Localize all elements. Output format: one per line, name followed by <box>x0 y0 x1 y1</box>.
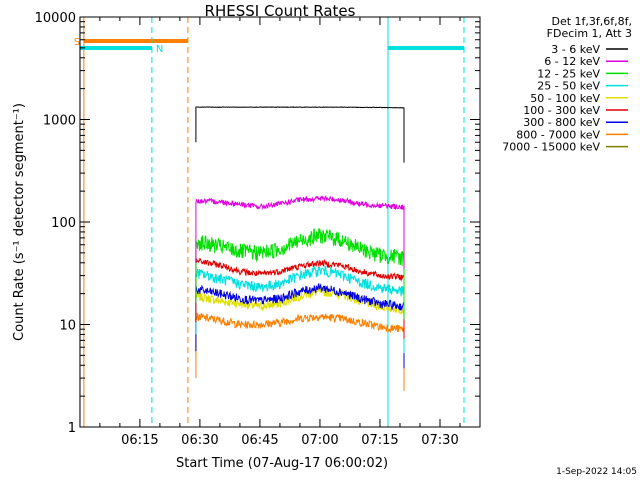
marker-night-label: N <box>156 44 163 55</box>
y-tick-label: 1 <box>68 421 76 436</box>
y-tick-label: 100 <box>51 216 76 231</box>
legend: Det 1f,3f,6f,8f,FDecim 1, Att 3 3 - 6 keV… <box>502 15 632 154</box>
footer-date: 1-Sep-2022 14:05 <box>556 467 637 477</box>
legend-label: 6 - 12 keV <box>544 55 600 68</box>
x-tick-label: 07:00 <box>301 433 338 448</box>
x-axis-label: Start Time (07-Aug-17 06:00:02) <box>176 456 388 471</box>
plot-frame <box>79 16 481 428</box>
series-line-25-50-kev <box>195 265 405 354</box>
legend-label: 300 - 800 keV <box>523 116 600 129</box>
x-tick-label: 06:30 <box>181 433 218 448</box>
y-tick-label: 10 <box>59 319 76 334</box>
legend-label: 3 - 6 keV <box>551 43 600 56</box>
legend-label: 50 - 100 keV <box>530 92 600 105</box>
series-line-300-800-kev <box>195 283 405 369</box>
y-tick-label: 1000 <box>43 114 76 129</box>
series-line-800-7000-kev <box>195 312 405 391</box>
axis-layer: 06:15 06:30 06:45 07:00 07:15 07:30 1 10 100 1000… <box>35 11 481 448</box>
legend-label: 25 - 50 keV <box>537 80 600 93</box>
series-line-3-6-kev <box>195 106 405 163</box>
legend-header-line: FDecim 1, Att 3 <box>547 27 632 40</box>
y-axis-label: Count Rate (s⁻¹ detector segment⁻¹) <box>12 103 27 341</box>
series-line-6-12-kev <box>195 195 405 269</box>
legend-header-line: Det 1f,3f,6f,8f, <box>551 15 632 28</box>
x-tick-label: 06:45 <box>241 433 278 448</box>
legend-label: 800 - 7000 keV <box>516 128 600 141</box>
y-tick-label: 10000 <box>35 11 76 26</box>
series-layer <box>195 106 405 391</box>
x-tick-label: 07:30 <box>421 433 458 448</box>
series-line-12-25-kev <box>195 228 405 320</box>
legend-label: 100 - 300 keV <box>523 104 600 117</box>
legend-label: 12 - 25 keV <box>537 67 600 80</box>
marker-saa-label: S <box>74 37 80 48</box>
x-tick-label: 07:15 <box>361 433 398 448</box>
series-line-100-300-kev <box>195 257 405 339</box>
legend-label: 7000 - 15000 keV <box>502 141 600 154</box>
marker-layer: SN <box>74 17 465 427</box>
chart-title: RHESSI Count Rates <box>205 2 356 20</box>
x-tick-label: 06:15 <box>121 433 158 448</box>
